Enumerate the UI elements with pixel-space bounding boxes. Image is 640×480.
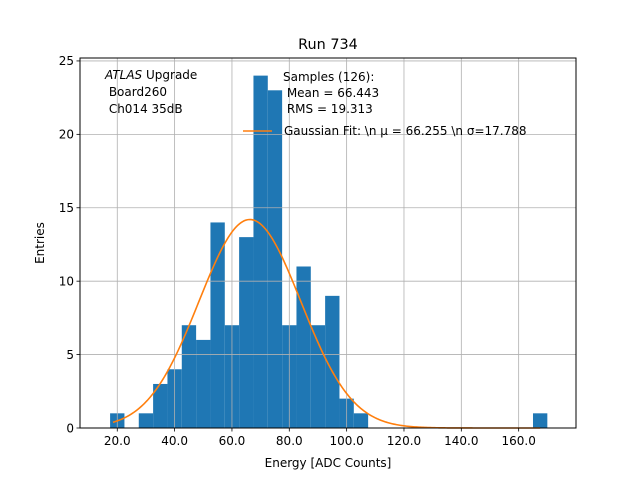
annotation-line-3: Ch014 35dB [105, 102, 183, 116]
histogram-bar [210, 222, 225, 428]
annotation-line-1: ATLAS Upgrade [104, 68, 197, 82]
histogram-bar [196, 339, 211, 428]
histogram-bars [110, 75, 548, 429]
annotation-line-2: Board260 [105, 85, 167, 99]
y-tick-label: 0 [66, 421, 74, 435]
histogram-bar [296, 266, 311, 428]
histogram-bar [325, 295, 340, 428]
legend-fit-label: Gaussian Fit: \n μ = 66.255 \n σ=17.788 [284, 124, 527, 138]
legend-rms: RMS = 19.313 [283, 102, 373, 116]
legend: Samples (126): Mean = 66.443 RMS = 19.31… [243, 70, 527, 138]
y-tick-label: 25 [59, 54, 74, 68]
y-tick-label: 20 [59, 128, 74, 142]
x-tick-label: 40.0 [161, 434, 188, 448]
histogram-bar [353, 413, 369, 428]
legend-mean: Mean = 66.443 [283, 86, 379, 100]
x-tick-label: 160.0 [501, 434, 535, 448]
x-tick-label: 20.0 [104, 434, 131, 448]
y-tick-label: 10 [59, 274, 74, 288]
histogram-bar [267, 90, 283, 429]
x-tick-label: 100.0 [329, 434, 363, 448]
annotation-atlas: ATLAS [104, 68, 143, 82]
x-tick-label: 140.0 [444, 434, 478, 448]
x-tick-label: 60.0 [219, 434, 246, 448]
y-axis-label: Entries [33, 222, 47, 264]
axis-ticks: 20.0 40.0 60.0 80.0 100.0 120.0 140.0 160.0 0 5 10… [59, 54, 536, 448]
histogram-bar [239, 237, 254, 428]
histogram-bar [138, 413, 154, 428]
atlas-annotation: ATLAS Upgrade Board260 Ch014 35dB [104, 68, 197, 116]
annotation-upgrade: Upgrade [142, 68, 197, 82]
y-tick-label: 5 [66, 348, 74, 362]
x-tick-label: 120.0 [387, 434, 421, 448]
histogram-bar [181, 325, 197, 428]
x-axis-label: Energy [ADC Counts] [265, 456, 392, 470]
legend-samples: Samples (126): [283, 70, 374, 84]
chart-title: Run 734 [298, 37, 358, 53]
y-tick-label: 15 [59, 201, 74, 215]
plot-frame [79, 57, 577, 429]
histogram-bar [532, 413, 548, 428]
x-tick-label: 80.0 [276, 434, 303, 448]
histogram-bar [153, 383, 168, 428]
histogram-bar [253, 75, 268, 428]
